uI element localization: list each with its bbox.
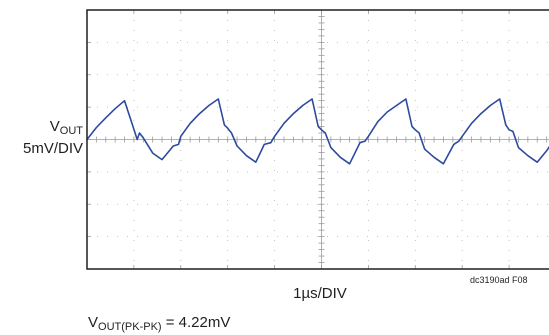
plot-frame xyxy=(86,9,549,270)
vout-trace xyxy=(86,98,549,165)
figure-code: dc3190ad F08 xyxy=(470,275,528,285)
pk-pk-label-sub: OUT(PK-PK) xyxy=(98,321,162,333)
y-axis-label-sub: OUT xyxy=(59,125,83,137)
y-axis-label: VOUT 5mV/DIV xyxy=(0,118,83,157)
chart-grid xyxy=(86,9,549,270)
x-axis-label: 1µs/DIV xyxy=(293,285,347,302)
pk-pk-label-main: V xyxy=(88,314,99,331)
pk-pk-value: = 4.22mV xyxy=(161,314,231,331)
y-axis-label-main: V xyxy=(49,118,60,135)
y-axis-scale: 5mV/DIV xyxy=(22,140,83,157)
pk-pk-annotation: VOUT(PK-PK) = 4.22mV xyxy=(88,314,230,333)
